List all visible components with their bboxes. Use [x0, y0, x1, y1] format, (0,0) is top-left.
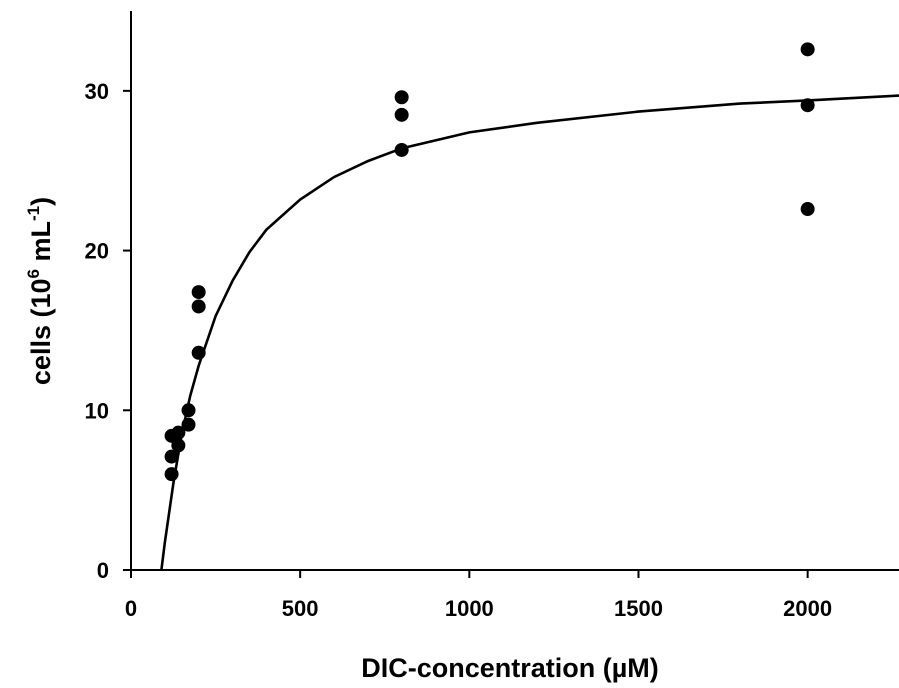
data-point — [800, 202, 815, 217]
y-axis-title-mid: mL — [26, 221, 56, 269]
data-point — [800, 42, 815, 57]
data-point — [164, 449, 179, 464]
x-tick-label: 500 — [282, 596, 319, 621]
data-point — [800, 98, 815, 113]
x-tick-label: 1000 — [445, 596, 494, 621]
data-point — [171, 438, 186, 453]
y-ticks: 0 10 20 30 — [85, 79, 131, 583]
y-axis-title-exp1: 6 — [24, 269, 43, 278]
x-tick-label: 0 — [125, 596, 137, 621]
y-tick-label: 20 — [85, 239, 109, 264]
data-point — [164, 467, 179, 482]
y-tick-label: 30 — [85, 79, 109, 104]
y-tick-label: 10 — [85, 398, 109, 423]
y-tick-label: 0 — [97, 558, 109, 583]
data-points — [164, 42, 815, 482]
y-axis-title: cells (106 mL-1) — [24, 197, 56, 385]
fit-curve — [160, 94, 899, 571]
y-axis-title-exp2: -1 — [24, 206, 43, 221]
data-point — [191, 285, 206, 300]
data-point — [394, 90, 409, 105]
data-point — [191, 299, 206, 314]
data-point — [394, 107, 409, 122]
data-point — [181, 417, 196, 432]
x-tick-label: 1500 — [614, 596, 663, 621]
data-point — [181, 403, 196, 418]
data-point — [191, 345, 206, 360]
y-axis-title-suffix: ) — [26, 197, 56, 206]
axes — [130, 11, 899, 571]
x-axis-title: DIC-concentration (µM) — [361, 653, 659, 683]
x-tick-label: 2000 — [783, 596, 832, 621]
data-point — [394, 142, 409, 157]
y-axis-title-prefix: cells (10 — [26, 279, 56, 386]
x-ticks: 0 500 1000 1500 2000 — [125, 570, 832, 621]
data-point — [171, 425, 186, 440]
